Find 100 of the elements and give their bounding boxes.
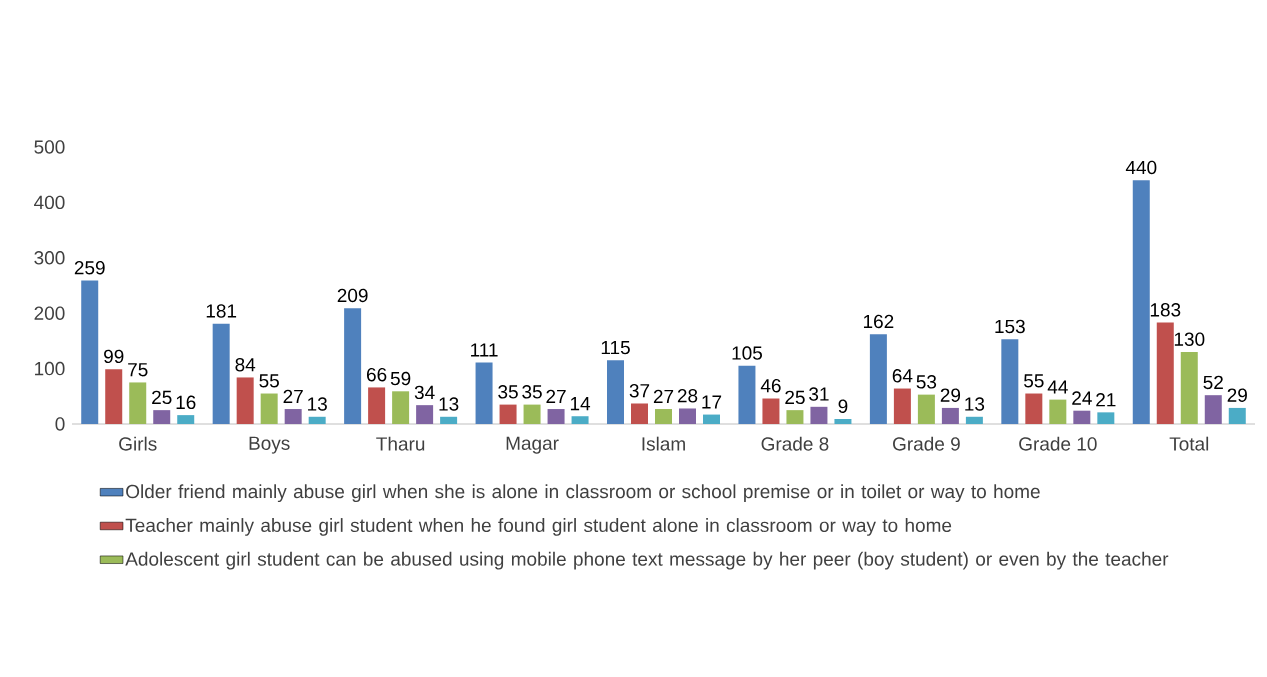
bar xyxy=(1156,322,1174,424)
bar xyxy=(571,416,589,424)
bar xyxy=(738,365,756,424)
data-label: 44 xyxy=(1047,380,1068,394)
data-label: 13 xyxy=(965,397,985,411)
bar xyxy=(1204,395,1222,424)
bar xyxy=(965,416,983,424)
bar xyxy=(308,416,326,424)
bar xyxy=(344,308,362,424)
data-label: 27 xyxy=(653,389,674,403)
data-label: 209 xyxy=(337,288,368,303)
bar xyxy=(368,387,386,424)
bar xyxy=(475,362,493,424)
x-tick-label: Girls xyxy=(119,436,157,451)
data-label: 13 xyxy=(308,397,327,411)
data-label: 64 xyxy=(892,369,913,383)
data-label: 25 xyxy=(785,390,805,405)
bar xyxy=(392,391,410,424)
bar xyxy=(1073,410,1091,424)
data-label: 27 xyxy=(546,389,566,403)
data-label: 181 xyxy=(206,304,237,318)
bar xyxy=(260,393,278,424)
bar xyxy=(893,388,911,424)
y-tick-label: 0 xyxy=(55,417,65,431)
bar xyxy=(679,408,696,424)
x-tick-label: Tharu xyxy=(376,436,425,451)
bar xyxy=(786,410,804,424)
data-label: 35 xyxy=(498,385,518,399)
data-label: 153 xyxy=(995,319,1025,334)
bar xyxy=(834,419,852,424)
x-tick-label: Islam xyxy=(642,436,685,451)
data-label: 75 xyxy=(128,363,148,377)
bar xyxy=(547,409,565,424)
bar xyxy=(762,398,780,424)
bar xyxy=(1049,399,1067,424)
data-label: 29 xyxy=(940,388,961,402)
bar xyxy=(1180,351,1198,424)
legend-label: Older friend mainly abuse girl when she is alone in classroom or school premise or in toilet or way to home xyxy=(126,484,1040,503)
data-label: 14 xyxy=(570,397,591,411)
bar xyxy=(631,403,648,424)
bar xyxy=(1097,412,1115,424)
data-label: 35 xyxy=(522,385,542,399)
data-label: 24 xyxy=(1072,391,1092,405)
x-tick-label: Grade 8 xyxy=(761,436,829,451)
data-label: 25 xyxy=(152,390,172,405)
x-tick-label: Grade 9 xyxy=(893,436,960,451)
data-label: 183 xyxy=(1150,303,1181,317)
data-label: 27 xyxy=(283,389,303,403)
data-label: 59 xyxy=(390,371,411,386)
bar xyxy=(869,334,887,424)
bar xyxy=(941,407,959,424)
bar xyxy=(1228,407,1246,424)
x-tick-label: Magar xyxy=(506,436,559,454)
data-label: 440 xyxy=(1125,160,1157,175)
data-label: 162 xyxy=(863,314,894,329)
x-tick-label: Boys xyxy=(249,436,290,454)
data-label: 99 xyxy=(104,349,124,364)
bar xyxy=(917,394,935,424)
data-label: 13 xyxy=(439,397,459,411)
bar xyxy=(499,404,517,424)
data-label: 84 xyxy=(235,357,256,372)
data-label: 111 xyxy=(471,343,498,357)
data-label: 46 xyxy=(760,379,781,393)
bar xyxy=(153,410,171,424)
data-label: 34 xyxy=(414,385,435,400)
legend-label: Adolescent girl student can be abused using mobile phone text message by her peer (boy student) or even by the teacher xyxy=(125,551,1169,570)
data-label: 28 xyxy=(677,388,698,403)
bar xyxy=(105,369,123,424)
bar xyxy=(212,323,230,424)
bar xyxy=(1025,393,1043,424)
bar xyxy=(129,382,147,424)
x-tick-label: Total xyxy=(1169,436,1209,451)
data-label: 17 xyxy=(702,395,722,409)
legend-label: Teacher mainly abuse girl student when he found girl student alone in classroom or way to home xyxy=(125,518,952,536)
data-label: 31 xyxy=(809,387,829,401)
bar xyxy=(1132,180,1150,424)
bar xyxy=(655,409,672,424)
data-label: 66 xyxy=(367,367,387,382)
data-label: 29 xyxy=(1227,388,1247,402)
data-label: 130 xyxy=(1174,332,1205,346)
data-label: 37 xyxy=(629,383,650,398)
data-label: 115 xyxy=(601,340,630,355)
data-label: 16 xyxy=(176,395,196,410)
bar xyxy=(810,406,828,424)
bar xyxy=(703,414,720,424)
y-tick-label: 200 xyxy=(34,306,65,320)
bar xyxy=(523,404,541,424)
y-tick-label: 100 xyxy=(35,361,65,376)
data-label: 55 xyxy=(259,374,279,388)
bar xyxy=(284,409,302,424)
bar xyxy=(177,415,195,424)
bar xyxy=(236,377,254,424)
y-tick-label: 400 xyxy=(34,195,65,210)
data-label: 259 xyxy=(74,260,105,275)
bar xyxy=(416,405,434,424)
x-tick-label: Grade 10 xyxy=(1019,436,1097,451)
data-label: 21 xyxy=(1096,393,1116,407)
data-label: 105 xyxy=(732,346,762,360)
bar xyxy=(81,280,99,424)
y-tick-label: 300 xyxy=(34,251,65,265)
